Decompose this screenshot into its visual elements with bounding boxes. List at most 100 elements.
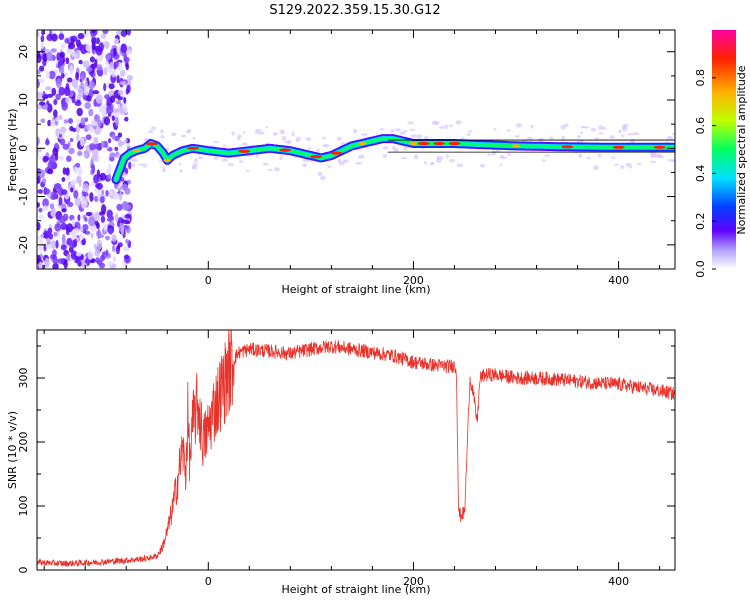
noise-blob bbox=[63, 86, 71, 97]
noise-blob bbox=[72, 239, 76, 249]
noise-blob bbox=[109, 152, 116, 159]
noise-blob bbox=[61, 101, 68, 111]
ridge-hotspot bbox=[145, 142, 158, 146]
noise-blob bbox=[100, 215, 106, 223]
ridge-halo bbox=[410, 134, 417, 138]
noise-blob bbox=[123, 204, 132, 211]
ridge-halo bbox=[287, 139, 292, 144]
ridge-halo bbox=[238, 160, 244, 163]
noise-blob bbox=[103, 223, 108, 232]
noise-blob bbox=[91, 30, 96, 34]
snr-axes: 0 200 400 0 100 200 300 bbox=[17, 330, 675, 588]
noise-blob bbox=[117, 141, 125, 146]
noise-blob bbox=[44, 257, 50, 268]
noise-blob bbox=[104, 235, 111, 241]
noise-blob bbox=[37, 69, 41, 75]
noise-blob bbox=[54, 223, 62, 232]
noise-blob bbox=[89, 143, 96, 151]
noise-blob bbox=[124, 213, 132, 219]
ridge-halo bbox=[302, 158, 308, 163]
noise-blob bbox=[49, 203, 55, 210]
noise-blob bbox=[48, 233, 54, 240]
noise-blob bbox=[65, 167, 70, 176]
noise-blob bbox=[61, 189, 68, 196]
noise-blob bbox=[90, 232, 94, 239]
ridge-halo bbox=[402, 145, 408, 151]
ridge-halo bbox=[609, 135, 615, 140]
noise-blob bbox=[108, 215, 115, 220]
noise-blob bbox=[88, 80, 95, 90]
ridge-halo bbox=[322, 143, 330, 148]
noise-blob bbox=[83, 152, 88, 159]
noise-blob bbox=[37, 222, 41, 231]
noise-blob bbox=[100, 140, 105, 149]
noise-blob bbox=[42, 231, 50, 239]
ridge-halo bbox=[561, 135, 566, 141]
ridge-halo bbox=[526, 136, 533, 141]
noise-blob bbox=[89, 56, 95, 63]
ridge-halo bbox=[148, 130, 154, 134]
y-tick-label: 20 bbox=[17, 45, 30, 59]
noise-blob bbox=[124, 106, 128, 114]
noise-blob bbox=[116, 75, 120, 84]
colorbar-label: Normalized spectral amplitude bbox=[735, 65, 748, 234]
ridge-halo bbox=[614, 163, 619, 166]
noise-blob bbox=[38, 78, 45, 84]
noise-blob bbox=[76, 133, 80, 142]
ridge-halo bbox=[576, 135, 582, 139]
ridge-hotspot bbox=[561, 145, 574, 149]
ridge-halo bbox=[327, 165, 331, 168]
noise-blob bbox=[68, 147, 75, 155]
ridge-halo bbox=[630, 138, 635, 143]
noise-blob bbox=[117, 96, 123, 101]
ridge-halo bbox=[611, 156, 616, 159]
noise-blob bbox=[46, 51, 54, 62]
noise-blob bbox=[58, 133, 63, 138]
ridge-halo bbox=[590, 127, 597, 132]
noise-blob bbox=[77, 166, 83, 176]
noise-blob bbox=[104, 170, 112, 175]
ridge-halo bbox=[382, 146, 389, 150]
ridge-halo bbox=[320, 175, 326, 181]
noise-blob bbox=[37, 136, 40, 145]
ridge-halo bbox=[598, 125, 604, 130]
ridge-halo bbox=[636, 162, 642, 166]
noise-blob bbox=[111, 69, 116, 78]
ridge-halo bbox=[222, 144, 226, 148]
noise-blob bbox=[37, 31, 40, 37]
noise-blob bbox=[95, 183, 101, 188]
ridge-halo bbox=[449, 158, 456, 163]
noise-blob bbox=[39, 101, 46, 106]
noise-blob bbox=[39, 65, 45, 72]
noise-blob bbox=[122, 172, 127, 178]
noise-blob bbox=[84, 217, 88, 222]
ridge-halo bbox=[131, 163, 136, 168]
noise-blob bbox=[96, 239, 103, 250]
noise-blob bbox=[61, 208, 67, 213]
noise-blob bbox=[94, 248, 101, 257]
ridge-halo bbox=[626, 133, 634, 136]
ridge-halo bbox=[338, 161, 345, 166]
noise-blob bbox=[113, 47, 117, 57]
ridge-halo bbox=[358, 154, 365, 159]
noise-blob bbox=[93, 136, 99, 146]
ridge-halo bbox=[316, 148, 320, 153]
ridge-halo bbox=[580, 131, 583, 135]
noise-blob bbox=[115, 100, 122, 105]
noise-blob bbox=[128, 210, 132, 215]
noise-blob bbox=[89, 192, 94, 202]
ridge-halo bbox=[431, 120, 439, 125]
ridge-halo bbox=[178, 163, 182, 166]
ridge-halo bbox=[594, 137, 599, 141]
noise-blob bbox=[103, 66, 108, 76]
ridge-hotspot bbox=[279, 148, 292, 152]
noise-region bbox=[37, 30, 133, 269]
ridge-halo bbox=[150, 126, 156, 131]
ridge-halo bbox=[445, 154, 449, 159]
noise-blob bbox=[100, 33, 106, 39]
noise-blob bbox=[76, 107, 83, 117]
ridge-halo bbox=[620, 165, 625, 170]
snr-panel: 0 200 400 0 100 200 300 Height of straight lin… bbox=[6, 329, 676, 596]
ridge-hotspot bbox=[612, 145, 625, 149]
